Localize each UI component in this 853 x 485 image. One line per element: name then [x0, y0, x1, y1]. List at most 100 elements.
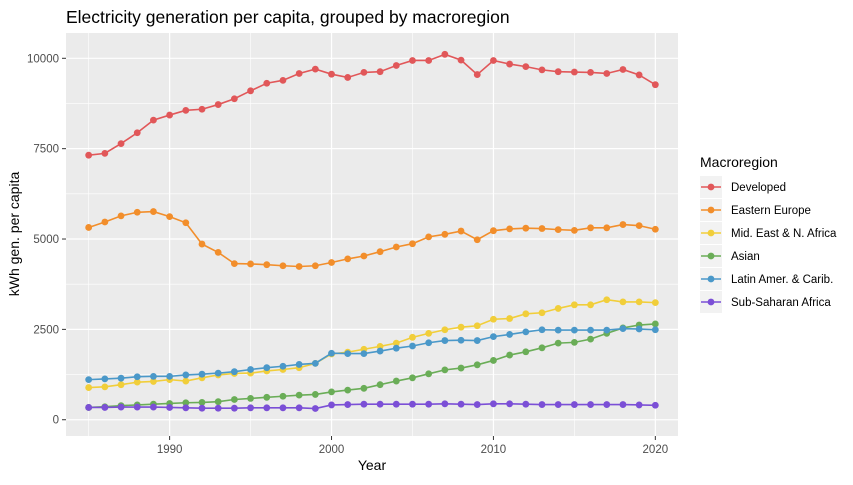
data-point-developed: [133, 129, 141, 137]
legend-label: Sub-Saharan Africa: [731, 297, 831, 309]
data-point-sub-saharan-africa: [473, 401, 481, 408]
data-point-developed: [425, 57, 433, 64]
data-point-sub-saharan-africa: [603, 401, 611, 408]
data-point-mid-east-n-africa: [635, 298, 643, 306]
data-point-mid-east-n-africa: [457, 323, 465, 331]
legend-label: Asian: [731, 251, 760, 263]
legend-key-point: [707, 252, 715, 260]
data-point-eastern-europe: [651, 225, 659, 233]
data-point-latin-amer-carib: [619, 325, 627, 333]
data-point-latin-amer-carib: [133, 373, 141, 381]
chart-title: Electricity generation per capita, group…: [66, 7, 510, 27]
data-point-eastern-europe: [441, 230, 449, 238]
data-point-mid-east-n-africa: [587, 301, 594, 309]
series-sub-saharan-africa: [85, 400, 659, 412]
data-point-eastern-europe: [522, 224, 530, 232]
data-point-developed: [166, 111, 174, 119]
data-point-developed: [376, 68, 384, 76]
data-point-developed: [279, 76, 287, 84]
y-axis-title: kWh gen. per capita: [6, 172, 22, 297]
data-point-developed: [230, 95, 238, 103]
data-point-eastern-europe: [603, 224, 611, 232]
data-point-latin-amer-carib: [425, 339, 433, 347]
data-point-developed: [538, 66, 546, 74]
data-point-sub-saharan-africa: [554, 401, 562, 408]
data-point-mid-east-n-africa: [441, 326, 449, 334]
data-point-sub-saharan-africa: [311, 405, 319, 412]
data-point-developed: [328, 70, 335, 78]
data-point-latin-amer-carib: [311, 359, 319, 367]
data-point-developed: [457, 56, 465, 64]
data-point-eastern-europe: [279, 262, 287, 270]
data-point-sub-saharan-africa: [392, 400, 400, 408]
data-point-developed: [603, 70, 611, 77]
data-point-eastern-europe: [490, 227, 497, 235]
data-point-sub-saharan-africa: [182, 404, 190, 412]
series-eastern-europe: [85, 208, 659, 270]
data-point-eastern-europe: [101, 218, 109, 226]
data-point-latin-amer-carib: [150, 372, 157, 380]
data-point-asian: [360, 384, 368, 392]
data-point-asian: [457, 364, 465, 372]
data-point-asian: [247, 395, 254, 402]
data-point-eastern-europe: [457, 227, 465, 235]
data-point-developed: [392, 62, 400, 69]
data-point-developed: [651, 81, 659, 89]
data-point-sub-saharan-africa: [263, 404, 271, 412]
data-point-sub-saharan-africa: [619, 401, 627, 408]
data-point-latin-amer-carib: [392, 344, 400, 352]
y-tick-label: 2500: [33, 324, 59, 336]
data-point-latin-amer-carib: [587, 326, 594, 334]
legend-item-developed: Developed: [700, 176, 786, 198]
data-point-sub-saharan-africa: [279, 404, 287, 412]
legend-label: Mid. East & N. Africa: [731, 228, 837, 240]
data-point-developed: [311, 65, 319, 73]
data-point-eastern-europe: [295, 263, 303, 270]
data-point-asian: [392, 377, 400, 385]
data-point-developed: [247, 87, 254, 95]
data-point-latin-amer-carib: [328, 349, 335, 357]
data-point-latin-amer-carib: [538, 326, 546, 334]
data-point-mid-east-n-africa: [490, 315, 497, 323]
data-point-developed: [587, 68, 594, 76]
data-point-sub-saharan-africa: [198, 404, 206, 412]
data-point-asian: [490, 357, 497, 364]
data-point-eastern-europe: [198, 240, 206, 248]
data-point-sub-saharan-africa: [651, 401, 659, 409]
data-point-sub-saharan-africa: [425, 400, 433, 408]
data-point-eastern-europe: [166, 213, 174, 221]
data-point-mid-east-n-africa: [392, 339, 400, 347]
data-point-sub-saharan-africa: [166, 404, 174, 411]
data-point-latin-amer-carib: [506, 331, 514, 338]
legend-item-asian: Asian: [700, 245, 760, 267]
data-point-asian: [295, 391, 303, 399]
data-point-developed: [214, 101, 222, 108]
data-point-latin-amer-carib: [247, 366, 254, 373]
legend-item-sub-saharan-africa: Sub-Saharan Africa: [700, 291, 831, 313]
data-point-developed: [263, 79, 271, 87]
data-point-sub-saharan-africa: [490, 400, 497, 408]
data-point-mid-east-n-africa: [133, 378, 141, 386]
data-point-asian: [263, 393, 271, 401]
x-tick-label: 2020: [643, 444, 669, 456]
data-point-mid-east-n-africa: [619, 298, 627, 306]
data-point-eastern-europe: [85, 224, 93, 231]
data-point-asian: [409, 374, 416, 382]
data-point-eastern-europe: [506, 225, 514, 233]
y-tick-label: 0: [53, 415, 59, 427]
data-point-latin-amer-carib: [376, 347, 384, 355]
data-point-developed: [635, 71, 643, 79]
data-point-latin-amer-carib: [570, 326, 578, 334]
data-point-latin-amer-carib: [295, 361, 303, 368]
data-point-mid-east-n-africa: [150, 378, 157, 385]
data-point-asian: [570, 338, 578, 346]
series-developed: [85, 50, 659, 159]
data-point-mid-east-n-africa: [603, 296, 611, 304]
data-point-eastern-europe: [392, 243, 400, 251]
data-point-sub-saharan-africa: [441, 400, 449, 408]
data-point-latin-amer-carib: [198, 370, 206, 378]
data-point-sub-saharan-africa: [133, 403, 141, 411]
data-point-sub-saharan-africa: [101, 404, 109, 411]
data-point-sub-saharan-africa: [538, 401, 546, 408]
